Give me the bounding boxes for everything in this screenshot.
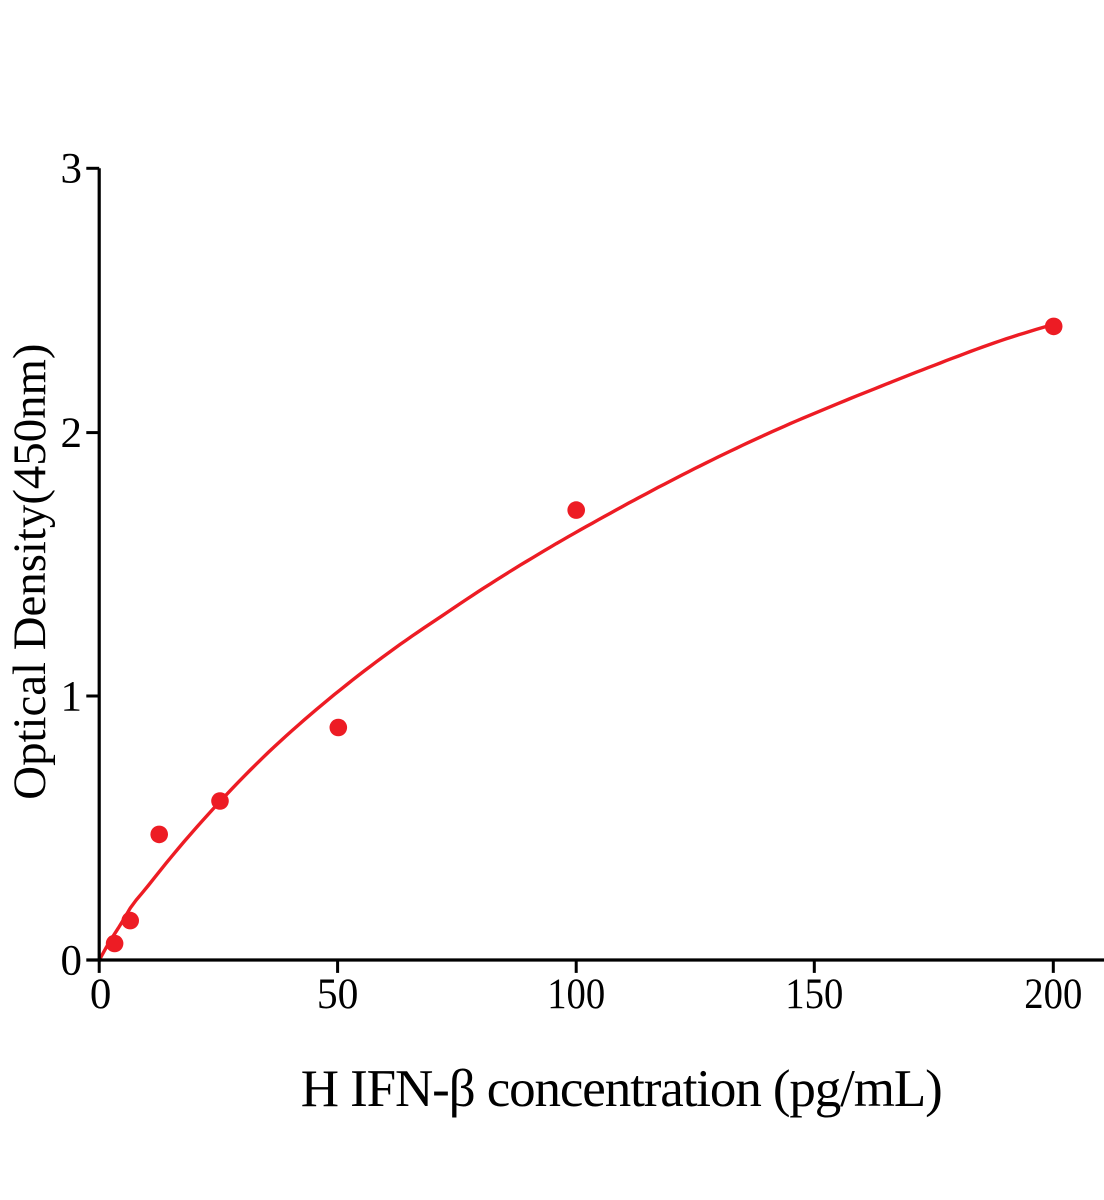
svg-text:150: 150: [785, 971, 843, 1018]
svg-text:0: 0: [90, 971, 112, 1018]
svg-text:Optical Density(450nm): Optical Density(450nm): [4, 344, 56, 800]
svg-text:H IFN-β concentration (pg/mL): H IFN-β concentration (pg/mL): [301, 1060, 943, 1118]
svg-text:0: 0: [61, 937, 83, 984]
svg-text:3: 3: [61, 146, 83, 193]
svg-text:100: 100: [547, 971, 605, 1018]
svg-text:200: 200: [1024, 971, 1082, 1018]
svg-text:2: 2: [61, 410, 83, 457]
svg-text:1: 1: [61, 673, 83, 720]
svg-text:50: 50: [317, 971, 359, 1018]
